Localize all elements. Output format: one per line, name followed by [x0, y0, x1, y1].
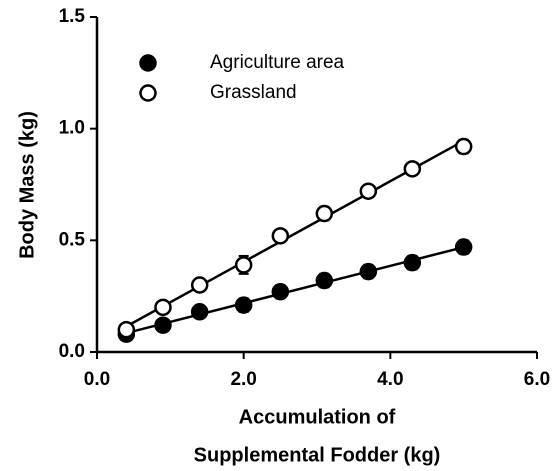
legend-label: Agriculture area [210, 52, 345, 73]
point [190, 276, 209, 294]
point [454, 137, 473, 156]
legend-marker [139, 84, 157, 102]
legend-label: Grassland [210, 82, 297, 103]
point [315, 204, 334, 223]
point [454, 238, 473, 256]
y-tick-label: 1.0 [59, 118, 85, 139]
legend-marker [139, 54, 157, 72]
point [117, 320, 136, 339]
point [234, 296, 253, 314]
x-tick-label: 4.0 [377, 369, 403, 390]
point [359, 182, 378, 200]
point [403, 160, 422, 178]
x-axis-title: Supplemental Fodder (kg) [194, 444, 441, 466]
point [271, 227, 290, 245]
point [234, 256, 253, 274]
point [359, 262, 378, 281]
x-tick-label: 6.0 [524, 369, 550, 390]
y-tick-label: 1.5 [59, 6, 86, 27]
point [315, 271, 334, 290]
point [190, 303, 209, 321]
x-tick-label: 2.0 [230, 369, 256, 390]
point [403, 253, 422, 272]
x-axis-title: Accumulation of [239, 406, 396, 428]
x-tick-label: 0.0 [84, 369, 110, 390]
point [154, 298, 172, 317]
y-tick-label: 0.5 [59, 229, 86, 250]
point [154, 316, 172, 334]
point [271, 282, 290, 301]
y-axis-title: Body Mass (kg) [16, 111, 38, 259]
y-tick-label: 0.0 [59, 341, 85, 362]
